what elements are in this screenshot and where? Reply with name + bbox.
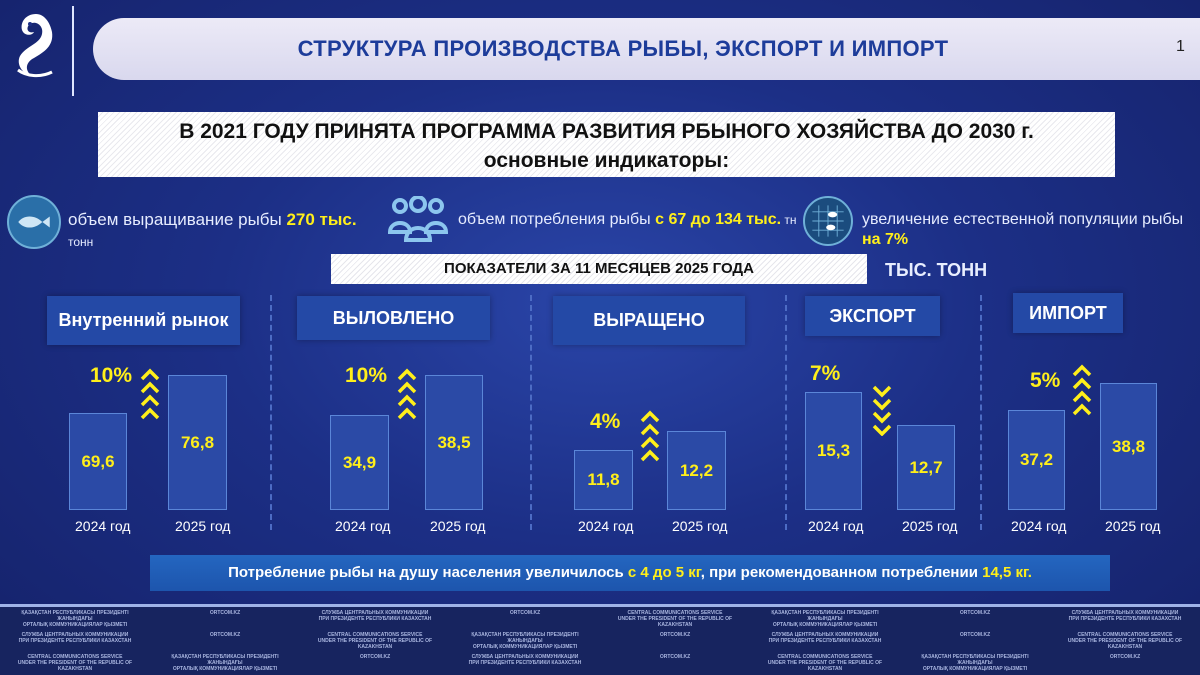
indicator-population: увеличение естественной популяции рыбы н… xyxy=(862,210,1200,250)
watermark-text: CENTRAL COMMUNICATIONS SERVICE UNDER THE… xyxy=(767,654,883,672)
watermark-text: СЛУЖБА ЦЕНТРАЛЬНЫХ КОММУНИКАЦИЙ ПРИ ПРЕЗ… xyxy=(768,632,882,644)
chevron-down-icon xyxy=(872,384,892,437)
footer-watermark: ҚАЗАҚСТАН РЕСПУБЛИКАСЫ ПРЕЗИДЕНТІ ЖАНЫНД… xyxy=(0,604,1200,675)
group-label: ИМПОРТ xyxy=(1013,293,1123,333)
year-label: 2024 год xyxy=(75,518,131,534)
watermark-text: СЛУЖБА ЦЕНТРАЛЬНЫХ КОММУНИКАЦИЙ ПРИ ПРЕЗ… xyxy=(318,610,432,622)
year-label: 2025 год xyxy=(430,518,486,534)
bar-2025: 38,5 xyxy=(425,375,483,510)
bar-2024: 11,8 xyxy=(574,450,633,510)
watermark-text: ҚАЗАҚСТАН РЕСПУБЛИКАСЫ ПРЕЗИДЕНТІ ЖАНЫНД… xyxy=(771,610,879,628)
watermark-text: ORTCOM.KZ xyxy=(659,654,691,660)
people-icon xyxy=(387,196,449,242)
watermark-text: ORTCOM.KZ xyxy=(959,610,991,616)
year-label: 2024 год xyxy=(1011,518,1067,534)
indicator-value: с 67 до 134 тыс. xyxy=(655,211,782,228)
emblem-logo xyxy=(17,14,53,78)
consumption-banner: Потребление рыбы на душу населения увели… xyxy=(150,555,1110,591)
watermark-text: ORTCOM.KZ xyxy=(359,654,391,660)
year-label: 2025 год xyxy=(175,518,231,534)
year-label: 2025 год xyxy=(902,518,958,534)
watermark-text: СЛУЖБА ЦЕНТРАЛЬНЫХ КОММУНИКАЦИЙ ПРИ ПРЕЗ… xyxy=(468,654,582,666)
banner-highlight: с 4 до 5 кг xyxy=(627,564,701,581)
program-title: В 2021 ГОДУ ПРИНЯТА ПРОГРАММА РАЗВИТИЯ Р… xyxy=(179,120,1034,143)
fish-icon xyxy=(7,195,61,249)
year-label: 2024 год xyxy=(335,518,391,534)
year-label: 2024 год xyxy=(808,518,864,534)
bar-2024: 34,9 xyxy=(330,415,389,510)
group-label: Внутренний рынок xyxy=(47,296,240,345)
page-number: 1 xyxy=(1176,38,1185,55)
indicator-suffix: тонн xyxy=(68,235,94,249)
period-label: ПОКАЗАТЕЛИ ЗА 11 МЕСЯЦЕВ 2025 ГОДА xyxy=(331,254,867,284)
banner-text: Потребление рыбы на душу населения увели… xyxy=(228,564,628,581)
change-percent: 10% xyxy=(90,364,133,387)
change-percent: 10% xyxy=(345,364,388,387)
watermark-text: ORTCOM.KZ xyxy=(659,632,691,638)
fish-net-icon xyxy=(803,196,853,246)
change-percent: 4% xyxy=(590,410,621,433)
divider xyxy=(270,295,272,530)
indicator-text: увеличение естественной популяции рыбы xyxy=(862,211,1184,228)
group-label: ВЫЛОВЛЕНО xyxy=(297,296,490,340)
indicator-text: объем выращивание рыбы xyxy=(68,210,287,229)
year-label: 2025 год xyxy=(1105,518,1161,534)
divider xyxy=(980,295,982,530)
bar-2025: 12,7 xyxy=(897,425,955,510)
indicator-text: объем потребления рыбы xyxy=(458,211,656,228)
watermark-text: ҚАЗАҚСТАН РЕСПУБЛИКАСЫ ПРЕЗИДЕНТІ ЖАНЫНД… xyxy=(21,610,129,628)
title-bar xyxy=(93,18,1200,80)
watermark-text: ORTCOM.KZ xyxy=(209,610,241,616)
bar-2024: 37,2 xyxy=(1008,410,1065,510)
indicator-suffix: тн xyxy=(781,213,797,227)
watermark-text: CENTRAL COMMUNICATIONS SERVICE UNDER THE… xyxy=(317,632,433,650)
year-label: 2024 год xyxy=(578,518,634,534)
group-label: ЭКСПОРТ xyxy=(805,296,940,336)
change-percent: 7% xyxy=(810,362,841,385)
watermark-text: ҚАЗАҚСТАН РЕСПУБЛИКАСЫ ПРЕЗИДЕНТІ ЖАНЫНД… xyxy=(471,632,579,650)
chevron-up-icon xyxy=(140,368,160,420)
program-subtitle: основные индикаторы: xyxy=(483,149,730,172)
change-percent: 5% xyxy=(1030,369,1061,392)
bar-2024: 15,3 xyxy=(805,392,862,510)
indicator-cultivation: объем выращивание рыбы 270 тыс. тонн xyxy=(68,210,378,252)
bar-2025: 76,8 xyxy=(168,375,227,510)
watermark-text: CENTRAL COMMUNICATIONS SERVICE UNDER THE… xyxy=(1067,632,1183,650)
chevron-up-icon xyxy=(1072,364,1092,416)
watermark-text: ORTCOM.KZ xyxy=(959,632,991,638)
watermark-text: СЛУЖБА ЦЕНТРАЛЬНЫХ КОММУНИКАЦИЙ ПРИ ПРЕЗ… xyxy=(18,632,132,644)
divider xyxy=(785,295,787,530)
chevron-up-icon xyxy=(397,368,417,420)
page-title: СТРУКТУРА ПРОИЗВОДСТВА РЫБЫ, ЭКСПОРТ И И… xyxy=(297,36,949,61)
banner-highlight: 14,5 кг. xyxy=(982,564,1032,581)
watermark-text: ҚАЗАҚСТАН РЕСПУБЛИКАСЫ ПРЕЗИДЕНТІ ЖАНЫНД… xyxy=(171,654,279,672)
indicator-consumption: объем потребления рыбы с 67 до 134 тыс. … xyxy=(458,210,798,230)
bar-2025: 12,2 xyxy=(667,431,726,510)
group-label: ВЫРАЩЕНО xyxy=(553,296,745,345)
divider xyxy=(530,295,532,530)
watermark-text: ORTCOM.KZ xyxy=(509,610,541,616)
bar-2024: 69,6 xyxy=(69,413,127,510)
indicator-value: 270 тыс. xyxy=(286,210,357,229)
watermark-text: ORTCOM.KZ xyxy=(209,632,241,638)
year-label: 2025 год xyxy=(672,518,728,534)
watermark-text: ORTCOM.KZ xyxy=(1109,654,1141,660)
units-label: тыс. тонн xyxy=(885,260,988,280)
banner-text: , при рекомендованном потреблении xyxy=(700,564,983,581)
watermark-text: СЛУЖБА ЦЕНТРАЛЬНЫХ КОММУНИКАЦИЙ ПРИ ПРЕЗ… xyxy=(1068,610,1182,622)
watermark-text: CENTRAL COMMUNICATIONS SERVICE UNDER THE… xyxy=(17,654,133,672)
program-banner: В 2021 ГОДУ ПРИНЯТА ПРОГРАММА РАЗВИТИЯ Р… xyxy=(98,112,1115,177)
watermark-text: ҚАЗАҚСТАН РЕСПУБЛИКАСЫ ПРЕЗИДЕНТІ ЖАНЫНД… xyxy=(921,654,1029,672)
indicator-value: на 7% xyxy=(862,231,909,248)
bar-2025: 38,8 xyxy=(1100,383,1157,510)
watermark-text: CENTRAL COMMUNICATIONS SERVICE UNDER THE… xyxy=(617,610,733,628)
divider xyxy=(72,6,74,96)
chevron-up-icon xyxy=(640,410,660,462)
